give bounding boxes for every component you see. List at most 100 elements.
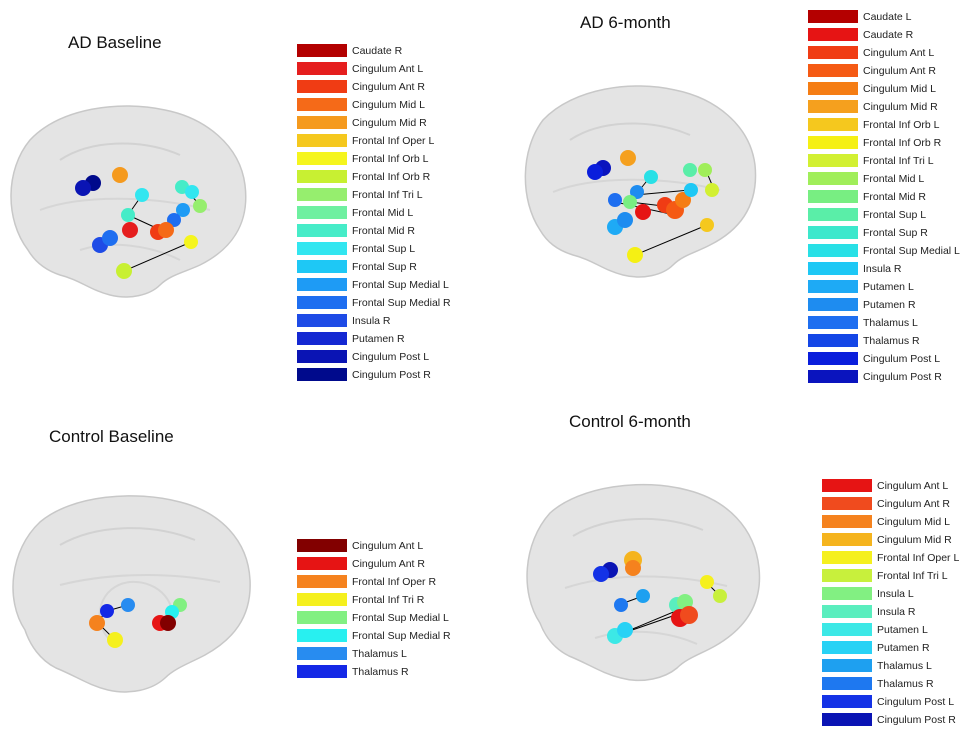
legend-label: Cingulum Post R <box>352 369 431 381</box>
legend-label: Cingulum Mid L <box>877 516 950 528</box>
legend-swatch <box>297 44 347 57</box>
legend-swatch <box>297 647 347 660</box>
brain-render <box>12 495 251 693</box>
legend-swatch <box>808 46 858 59</box>
legend-label: Thalamus R <box>352 666 409 678</box>
legend-label: Thalamus L <box>877 660 932 672</box>
legend-label: Cingulum Mid R <box>863 101 938 113</box>
panel-title: AD 6-month <box>580 13 671 32</box>
legend-label: Putamen R <box>352 333 405 345</box>
legend-swatch <box>808 136 858 149</box>
legend-swatch <box>808 334 858 347</box>
legend-swatch <box>822 713 872 726</box>
legend-label: Frontal Inf Oper R <box>352 576 437 588</box>
legend-label: Putamen R <box>863 299 916 311</box>
legend-label: Cingulum Ant R <box>863 65 936 77</box>
legend-label: Cingulum Mid L <box>352 99 425 111</box>
legend-swatch <box>808 298 858 311</box>
legend-swatch <box>822 551 872 564</box>
legend-label: Cingulum Ant L <box>877 480 949 492</box>
legend-label: Insula L <box>877 588 914 600</box>
panel-title: Control Baseline <box>49 427 174 446</box>
legend-swatch <box>808 82 858 95</box>
legend-swatch <box>808 100 858 113</box>
legend-label: Frontal Inf Oper L <box>877 552 960 564</box>
legend-swatch <box>808 154 858 167</box>
legend-swatch <box>297 332 347 345</box>
panel-title: Control 6-month <box>569 412 691 431</box>
legend-swatch <box>808 28 858 41</box>
legend-label: Frontal Inf Tri L <box>877 570 948 582</box>
legend-label: Putamen R <box>877 642 930 654</box>
legend-label: Cingulum Post R <box>863 371 942 383</box>
legend-label: Thalamus R <box>877 678 934 690</box>
legend-swatch <box>822 677 872 690</box>
legend-label: Frontal Mid L <box>863 173 925 185</box>
legend-swatch <box>297 260 347 273</box>
legend-swatch <box>808 352 858 365</box>
legend-label: Caudate L <box>863 11 912 23</box>
legend-label: Frontal Inf Orb R <box>352 171 431 183</box>
legend-swatch <box>297 98 347 111</box>
legend-swatch <box>822 659 872 672</box>
legend-label: Cingulum Ant L <box>863 47 935 59</box>
legend-swatch <box>808 280 858 293</box>
legend-label: Frontal Inf Tri L <box>352 189 423 201</box>
legend-swatch <box>297 314 347 327</box>
legend-swatch <box>297 224 347 237</box>
legend-swatch <box>297 629 347 642</box>
legend-swatch <box>822 533 872 546</box>
legend-label: Putamen L <box>863 281 914 293</box>
legend-swatch <box>808 226 858 239</box>
panel-title: AD Baseline <box>68 33 162 52</box>
legend-swatch <box>808 64 858 77</box>
legend-label: Insula R <box>352 315 391 327</box>
legend-swatch <box>297 611 347 624</box>
legend-label: Cingulum Post L <box>877 696 955 708</box>
legend-label: Thalamus L <box>863 317 918 329</box>
legend-label: Frontal Sup R <box>863 227 928 239</box>
legend-label: Frontal Sup Medial L <box>352 612 449 624</box>
legend-label: Frontal Inf Orb L <box>863 119 940 131</box>
legend-swatch <box>808 190 858 203</box>
legend-label: Caudate R <box>352 45 403 57</box>
legend-label: Cingulum Ant R <box>877 498 950 510</box>
legend-label: Frontal Inf Oper L <box>352 135 435 147</box>
legend-label: Frontal Mid L <box>352 207 414 219</box>
legend-swatch <box>297 368 347 381</box>
legend-swatch <box>808 172 858 185</box>
legend-swatch <box>297 539 347 552</box>
legend-label: Frontal Sup L <box>352 243 416 255</box>
legend-label: Frontal Inf Tri L <box>863 155 934 167</box>
legend-swatch <box>297 296 347 309</box>
legend-swatch <box>822 695 872 708</box>
legend-swatch <box>808 118 858 131</box>
legend-swatch <box>822 641 872 654</box>
legend-swatch <box>808 262 858 275</box>
legend-label: Frontal Sup L <box>863 209 927 221</box>
legend-swatch <box>808 10 858 23</box>
legend-swatch <box>297 134 347 147</box>
legend-swatch <box>297 665 347 678</box>
legend-swatch <box>297 116 347 129</box>
legend-swatch <box>297 350 347 363</box>
legend-label: Cingulum Post L <box>352 351 430 363</box>
legend-label: Frontal Inf Tri R <box>352 594 425 606</box>
legend-swatch <box>297 62 347 75</box>
legend-label: Cingulum Post R <box>877 714 956 726</box>
legend-label: Frontal Sup Medial R <box>352 630 451 642</box>
legend-label: Frontal Inf Orb L <box>352 153 429 165</box>
legend-swatch <box>822 479 872 492</box>
legend-label: Cingulum Mid R <box>877 534 952 546</box>
legend-swatch <box>297 242 347 255</box>
legend-swatch <box>297 575 347 588</box>
legend-label: Cingulum Ant L <box>352 540 424 552</box>
brain-render <box>526 483 761 682</box>
legend-swatch <box>297 206 347 219</box>
legend-label: Thalamus R <box>863 335 920 347</box>
legend-swatch <box>297 188 347 201</box>
legend-swatch <box>822 605 872 618</box>
legend-label: Frontal Sup Medial L <box>352 279 449 291</box>
legend-swatch <box>297 152 347 165</box>
legend-swatch <box>808 316 858 329</box>
